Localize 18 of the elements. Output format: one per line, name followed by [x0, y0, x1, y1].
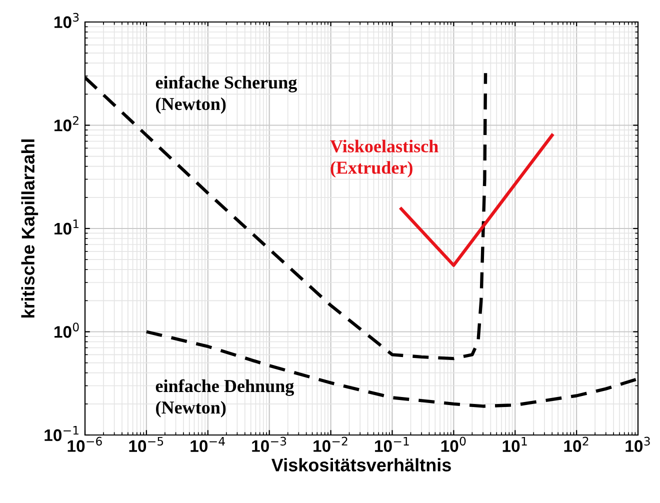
x-tick-label: 10$^{2}$ — [564, 436, 588, 452]
x-tick-label: 10$^{3}$ — [626, 436, 650, 452]
y-tick-label: 10$^{3}$ — [54, 12, 79, 28]
series-label: einfache Dehnung (Newton) — [156, 379, 294, 418]
y-tick-label: 10$^{0}$ — [54, 322, 79, 338]
series-label: einfache Scherung (Newton) — [156, 76, 297, 114]
x-tick-label: 10$^{−3}$ — [252, 436, 286, 452]
x-axis-title: Viskositätsverhältnis — [271, 458, 451, 472]
text: Viskoelastisch (Extruder) — [330, 140, 438, 178]
x-tick-label: 10$^{−5}$ — [129, 436, 164, 452]
x-tick-label: 10$^{−1}$ — [375, 436, 409, 452]
x-tick-label: 10$^{−2}$ — [314, 436, 348, 452]
x-tick-label: 10$^{0}$ — [441, 436, 466, 452]
y-tick-label: 10$^{2}$ — [54, 116, 78, 132]
y-axis-title: kritische Kapillarzahl — [21, 139, 38, 318]
x-tick-label: 10$^{1}$ — [502, 436, 527, 452]
x-tick-label: 10$^{−4}$ — [190, 436, 225, 452]
y-tick-label: 10$^{1}$ — [54, 220, 79, 235]
